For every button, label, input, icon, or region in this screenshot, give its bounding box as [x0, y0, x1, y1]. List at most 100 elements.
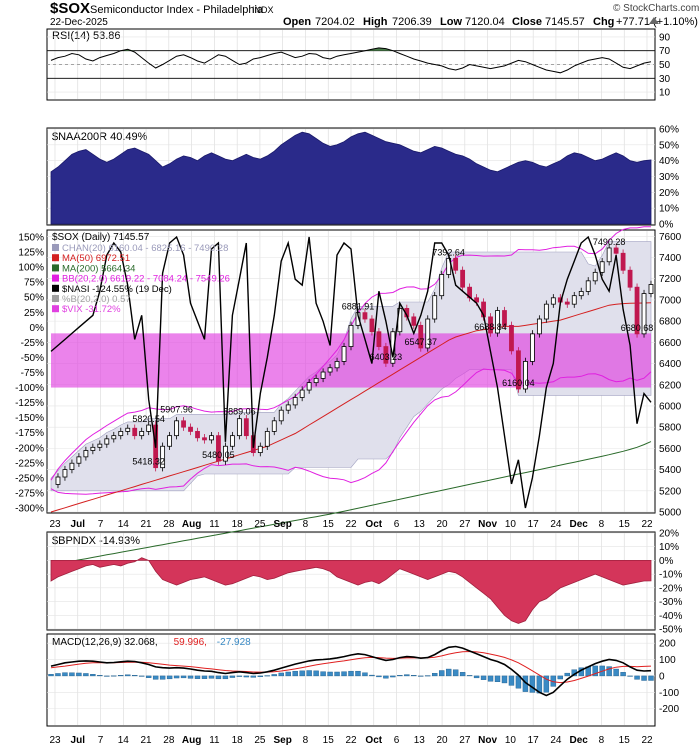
macd-histogram-bar — [348, 670, 354, 677]
macd-histogram-bar — [438, 670, 445, 677]
macd-histogram-bar — [271, 674, 277, 677]
naa200r-area — [50, 131, 652, 225]
x-tick-label: Dec — [570, 735, 589, 746]
macd-histogram-bar — [487, 675, 494, 682]
macd-histogram-bar — [152, 675, 159, 680]
price-annotation: 5820.54 — [132, 414, 165, 424]
x-tick-label: 11 — [209, 735, 220, 746]
macd-histogram-bar — [508, 675, 515, 686]
macd-histogram-bar — [145, 675, 152, 678]
legend-swatch — [52, 305, 59, 313]
bollinger-lower — [50, 368, 652, 495]
low-label: Low — [440, 16, 462, 28]
macd-histogram-bar — [418, 675, 424, 677]
close-value: 7145.57 — [545, 16, 585, 28]
x-tick-label: 25 — [254, 735, 266, 746]
macd-histogram-bar — [327, 671, 333, 677]
y-tick-label: 6600 — [659, 338, 682, 349]
y-tick-label: -40% — [659, 611, 682, 622]
y-tick-label: 40% — [659, 156, 679, 167]
macd-legend-label: MACD(12,26,9) 32.068, — [52, 637, 158, 648]
price-candle — [439, 274, 445, 297]
y-tick-label-left: -125% — [15, 398, 44, 409]
macd-histogram-bar — [229, 675, 236, 678]
price-candle — [62, 469, 68, 478]
x-tick-label: 23 — [49, 519, 61, 530]
price-candle — [209, 435, 214, 441]
y-tick-label: 10 — [659, 88, 671, 99]
y-tick-label: -200 — [659, 704, 679, 715]
y-tick-label: 5600 — [659, 444, 682, 455]
macd-histogram-bar — [62, 672, 68, 677]
x-tick-label: 17 — [528, 519, 540, 530]
legend-swatch — [52, 254, 59, 262]
price-candle — [271, 420, 277, 432]
price-candle — [634, 286, 640, 335]
macd-histogram-bar — [404, 674, 410, 677]
macd-histogram-bar — [397, 675, 403, 677]
macd-histogram-bar — [104, 675, 110, 677]
x-tick-label: 7 — [98, 519, 104, 530]
macd-histogram-bar — [362, 672, 368, 677]
price-annotation: 7490.28 — [593, 237, 626, 247]
x-tick-label: 6 — [394, 735, 400, 746]
price-candle — [641, 293, 647, 335]
macd-histogram-bar — [173, 675, 180, 679]
x-tick-label: 24 — [550, 735, 562, 746]
y-tick-label-left: 0% — [30, 323, 45, 334]
macd-histogram-bar — [473, 675, 480, 679]
macd-histogram-bar — [285, 671, 291, 677]
y-tick-label: -50% — [659, 625, 682, 636]
chg-label: Chg — [593, 16, 614, 28]
price-annotation: 5907.96 — [160, 405, 193, 415]
y-tick-label: 0% — [659, 220, 674, 231]
price-annotation: 6403.23 — [370, 352, 403, 362]
legend-swatch — [52, 274, 59, 282]
x-tick-label: 18 — [232, 519, 244, 530]
macd-histogram-bar — [480, 675, 487, 680]
low-value: 7120.04 — [465, 16, 505, 28]
macd-histogram-bar — [390, 675, 396, 678]
x-tick-label: Dec — [570, 519, 589, 530]
x-tick-label: Sep — [274, 519, 292, 530]
price-candle — [599, 261, 605, 273]
price-candle — [460, 269, 466, 288]
y-tick-label-left: -200% — [15, 443, 44, 454]
y-tick-label-left: -175% — [15, 428, 44, 439]
price-candle — [495, 310, 500, 334]
price-candle — [564, 301, 570, 305]
price-candle — [139, 431, 145, 437]
y-tick-label: 5400 — [659, 465, 682, 476]
macd-histogram-bar — [194, 675, 201, 679]
x-tick-label: 24 — [550, 519, 562, 530]
x-tick-label: 14 — [118, 735, 130, 746]
ma50-line — [50, 302, 652, 513]
y-tick-label: 50 — [659, 60, 671, 71]
y-tick-label-left: 25% — [24, 308, 44, 319]
macd-histogram-bar — [411, 675, 417, 677]
macd-histogram-bar — [606, 666, 612, 677]
macd-histogram-bar — [264, 675, 270, 677]
y-tick-label: 0 — [659, 671, 665, 682]
macd-histogram-bar — [320, 671, 326, 677]
ma200-line — [50, 441, 652, 566]
price-annotation: 6688.84 — [474, 322, 507, 332]
macd-histogram-bar — [369, 674, 375, 677]
price-candle — [425, 318, 431, 349]
macd-histogram-bar — [613, 668, 619, 677]
x-tick-label: Jul — [71, 735, 86, 746]
macd-histogram-bar — [208, 675, 215, 679]
x-tick-label: 8 — [303, 735, 309, 746]
x-tick-label: 21 — [141, 735, 153, 746]
x-tick-label: 15 — [619, 735, 631, 746]
price-annotation: 7392.64 — [432, 247, 465, 257]
price-candle — [257, 445, 263, 454]
price-candle — [76, 456, 82, 464]
price-candle — [90, 446, 96, 451]
price-candle — [216, 435, 221, 462]
y-tick-label: 90 — [659, 32, 671, 43]
price-candle — [516, 350, 521, 390]
naa200r-title: $NAA200R 40.49% — [52, 131, 148, 143]
y-tick-label: 10% — [659, 204, 679, 215]
